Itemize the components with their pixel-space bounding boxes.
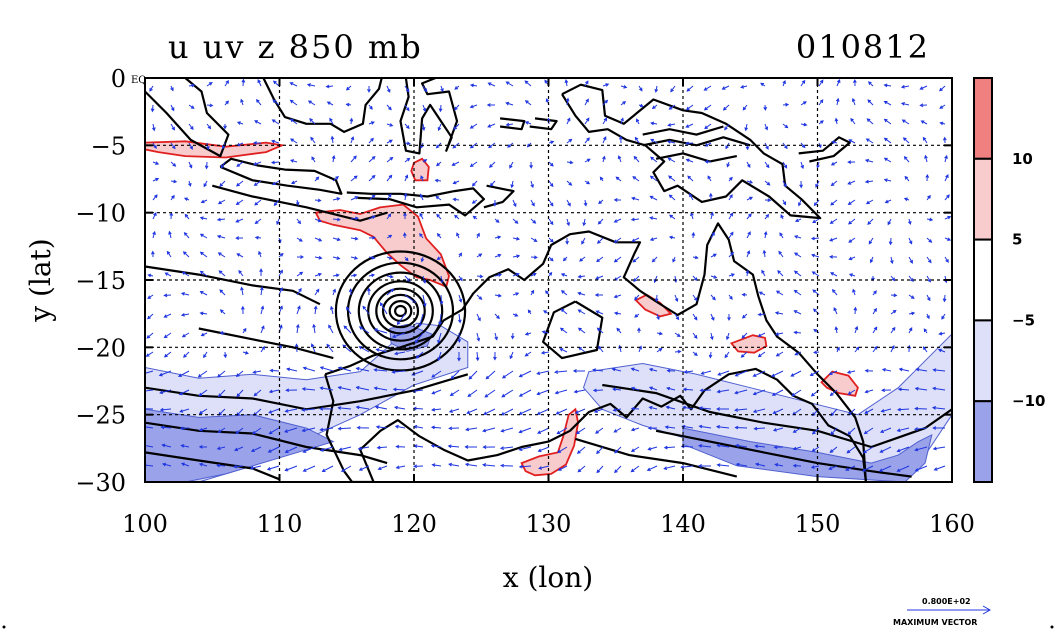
shaded-region xyxy=(410,157,430,182)
shaded-region xyxy=(582,333,952,482)
x-tick-label: 150 xyxy=(795,510,841,538)
colorbar-label: −10 xyxy=(1012,392,1045,410)
coastline xyxy=(529,117,558,131)
coastline xyxy=(499,117,526,131)
shaded-region xyxy=(145,408,335,482)
x-tick-label: 140 xyxy=(660,510,706,538)
colorbar-label: 10 xyxy=(1012,150,1033,168)
y-tick-suffix: EQ xyxy=(131,75,147,86)
max-vector-value: 0.800E+02 xyxy=(922,597,971,606)
plot-area xyxy=(144,77,953,483)
x-tick-label: 120 xyxy=(391,510,437,538)
geopotential-contour xyxy=(145,451,280,481)
y-tick-label: 0 xyxy=(111,65,126,93)
coastline xyxy=(212,184,388,222)
geopotential-ring xyxy=(367,280,434,342)
y-tick-label: −30 xyxy=(75,469,126,497)
geopotential-contours xyxy=(145,125,952,481)
colorbar: 10 5 −5 −10 xyxy=(973,77,1045,484)
geopotential-contour xyxy=(655,152,738,163)
wind-vector-field xyxy=(145,78,952,474)
max-vector-key: 0.800E+02 MAXIMUM VECTOR xyxy=(893,597,992,627)
coastline xyxy=(798,136,851,163)
geopotential-ring xyxy=(334,250,467,372)
geopotential-contour xyxy=(655,429,912,478)
geopotential-contour xyxy=(642,136,751,147)
coastline xyxy=(219,157,343,195)
coastline xyxy=(561,83,822,220)
coastline xyxy=(399,78,459,155)
coastline xyxy=(324,367,867,482)
geopotential-ring xyxy=(388,300,413,323)
coastline xyxy=(346,187,485,217)
y-axis-label: y (lat) xyxy=(24,238,57,322)
geopotential-contour xyxy=(642,125,724,136)
max-vector-label: MAXIMUM VECTOR xyxy=(893,618,977,627)
shaded-region xyxy=(314,203,450,288)
geopotential-contour xyxy=(602,383,952,449)
x-tick-label: 130 xyxy=(526,510,572,538)
shaded-region xyxy=(634,293,673,318)
shaded-region xyxy=(729,334,768,354)
geopotential-ring xyxy=(394,304,408,318)
geopotential-ring xyxy=(381,293,420,329)
colorbar-bin xyxy=(973,319,993,403)
shaded-region xyxy=(520,407,580,477)
y-tick-label: −10 xyxy=(75,200,126,228)
colorbar-bin xyxy=(973,77,993,160)
geopotential-ring xyxy=(375,287,426,335)
geopotential-contour xyxy=(575,437,738,478)
x-axis-label: x (lon) xyxy=(503,561,593,594)
max-vector-arrowhead xyxy=(982,605,992,615)
x-axis: 100 110 120 130 140 150 160 xyxy=(122,78,975,538)
shaded-region xyxy=(145,140,286,159)
chart-title: u uv z 850 mb xyxy=(168,28,423,66)
coastline xyxy=(541,300,604,360)
y-tick-label: −15 xyxy=(75,267,126,295)
colorbar-bin xyxy=(973,400,993,484)
y-tick-label: −25 xyxy=(75,402,126,430)
colorbar-label: −5 xyxy=(1012,311,1035,329)
y-axis: 0 EQ −5 −10 −15 −20 −25 −30 xyxy=(75,65,952,497)
wind-vectors xyxy=(145,78,952,474)
grid-lines xyxy=(145,78,952,482)
corner-dot xyxy=(1050,625,1054,629)
x-tick-label: 110 xyxy=(257,510,303,538)
coastline xyxy=(262,78,383,133)
corner-dot xyxy=(2,625,6,629)
x-tick-label: 100 xyxy=(122,510,168,538)
shaded-contours xyxy=(145,140,952,482)
date-code: 010812 xyxy=(796,28,930,66)
coastline xyxy=(145,265,321,306)
geopotential-ring xyxy=(346,261,455,361)
geopotential-ring xyxy=(357,271,444,351)
y-tick-label: −20 xyxy=(75,334,126,362)
colorbar-bin xyxy=(973,238,993,322)
y-tick-label: −5 xyxy=(91,132,126,160)
x-tick-label: 160 xyxy=(929,510,975,538)
colorbar-bin xyxy=(973,157,993,241)
colorbar-label: 5 xyxy=(1012,231,1022,249)
coastline xyxy=(198,327,334,360)
coastline xyxy=(483,184,515,209)
